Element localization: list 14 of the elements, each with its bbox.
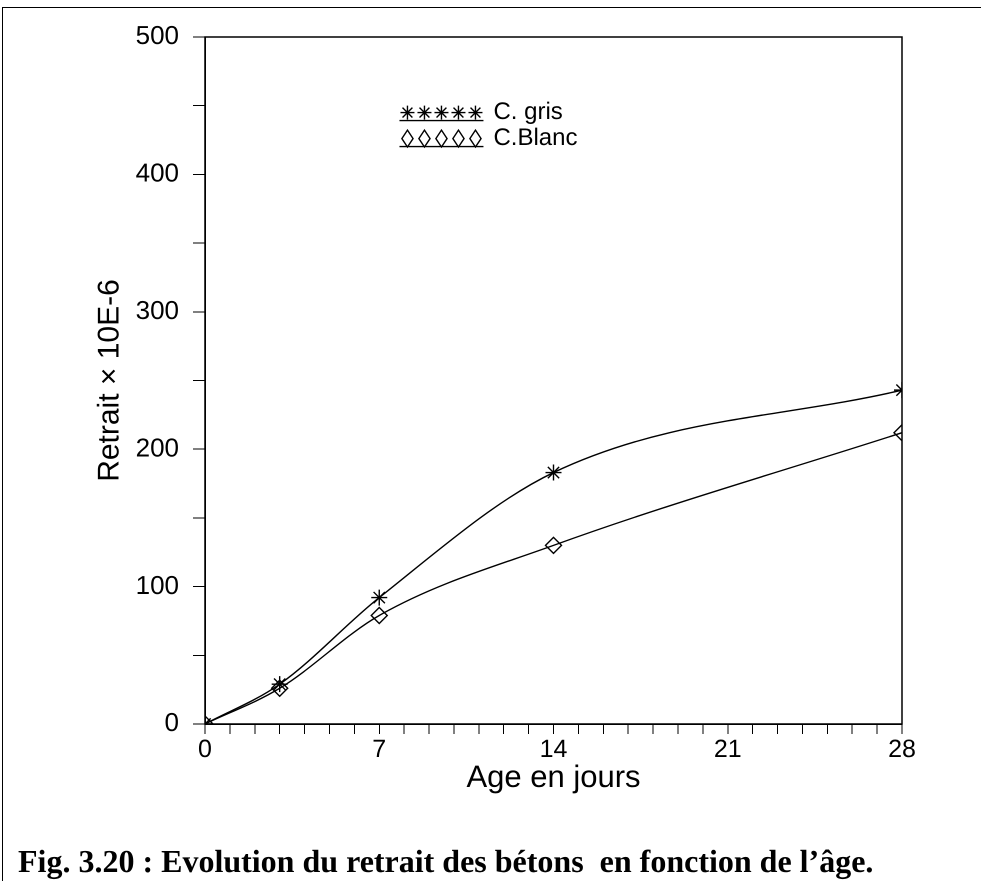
y-tick-label: 300 (136, 294, 179, 325)
legend-label: C.Blanc (493, 124, 578, 152)
y-tick-label: 100 (136, 570, 179, 600)
y-tick-label: 0 (164, 707, 179, 738)
x-tick-label: 0 (198, 734, 212, 763)
legend-label: C. gris (493, 98, 563, 126)
x-tick-label: 28 (888, 734, 916, 763)
y-axis-title: Retrait × 10E-6 (92, 279, 126, 482)
x-tick-label: 21 (714, 734, 742, 763)
y-tick-label: 200 (136, 432, 179, 462)
caption: Fig. 3.20 : Evolution du retrait des bétons en fonction de l’âge. (18, 843, 874, 879)
y-tick-label: 400 (136, 158, 179, 188)
y-tick-label: 500 (136, 20, 179, 50)
x-tick-label: 7 (372, 734, 386, 763)
